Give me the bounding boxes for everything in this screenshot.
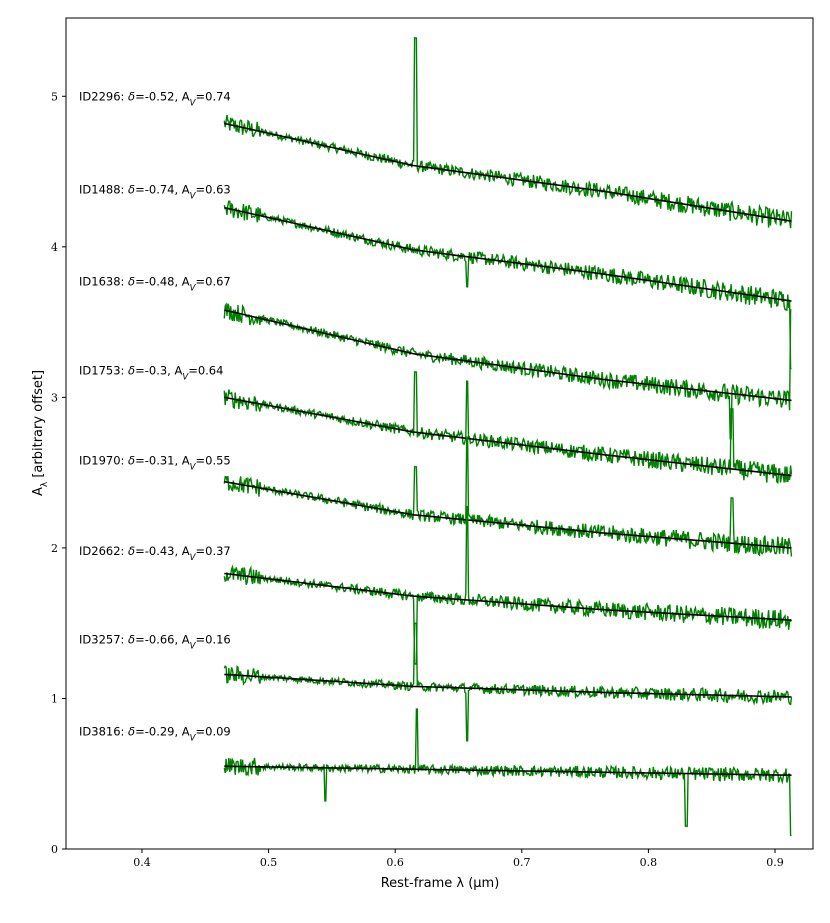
- model-curve-id1638: [224, 309, 792, 402]
- x-tick-label: 0.9: [766, 856, 784, 869]
- series-annotation: ID3816: δ=-0.29, AV=0.09: [79, 725, 231, 744]
- x-tick-label: 0.5: [260, 856, 278, 869]
- series-annotation: ID1753: δ=-0.3, AV=0.64: [79, 363, 223, 382]
- model-curve-id1753: [224, 396, 792, 477]
- observed-spectrum-id3257: [223, 622, 793, 742]
- model-curve-id1970: [224, 480, 792, 549]
- x-tick-label: 0.8: [640, 856, 658, 869]
- series-annotation: ID2662: δ=-0.43, AV=0.37: [79, 544, 231, 563]
- observed-spectrum-id2662: [223, 505, 793, 665]
- x-axis-label: Rest-frame λ (μm): [381, 876, 500, 891]
- x-tick-label: 0.4: [133, 856, 151, 869]
- y-axis-label: Aλ [arbitrary offset]: [31, 370, 50, 496]
- model-curve-id1488: [224, 206, 792, 302]
- x-tick-label: 0.7: [513, 856, 531, 869]
- observed-spectrum-id2296: [223, 36, 793, 229]
- observed-spectrum-id1970: [223, 436, 793, 557]
- model-curve-id2296: [224, 122, 792, 222]
- x-tick-label: 0.6: [386, 856, 404, 869]
- model-curve-id3257: [224, 673, 792, 698]
- observed-spectrum-id1638: [223, 302, 792, 440]
- series-annotation: ID1488: δ=-0.74, AV=0.63: [79, 183, 231, 202]
- observed-spectrum-id1488: [223, 200, 792, 370]
- series-annotation: ID2296: δ=-0.52, AV=0.74: [79, 89, 231, 108]
- model-curve-id3816: [224, 765, 792, 776]
- observed-spectrum-id1753: [223, 371, 793, 484]
- y-tick-label: 5: [51, 90, 58, 103]
- y-tick-label: 1: [51, 692, 58, 705]
- y-tick-label: 0: [51, 843, 58, 856]
- observed-spectrum-id3816: [223, 708, 792, 837]
- series-annotation: ID1638: δ=-0.48, AV=0.67: [79, 274, 231, 293]
- y-tick-label: 4: [51, 241, 58, 254]
- series-annotation: ID3257: δ=-0.66, AV=0.16: [79, 633, 231, 652]
- model-curve-id2662: [224, 572, 792, 621]
- y-tick-label: 3: [51, 391, 58, 404]
- series-annotation: ID1970: δ=-0.31, AV=0.55: [79, 454, 231, 473]
- plot-frame: [65, 17, 814, 850]
- y-tick-label: 2: [51, 542, 58, 555]
